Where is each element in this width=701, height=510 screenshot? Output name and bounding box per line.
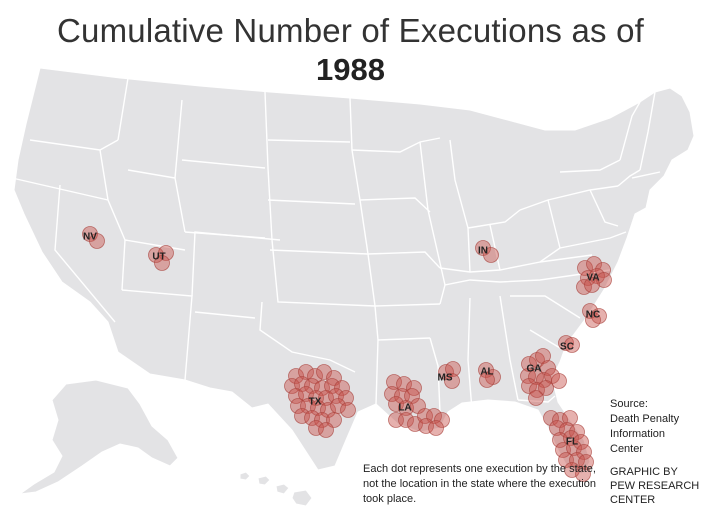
execution-dot-tx <box>288 368 304 384</box>
execution-dot-fl <box>569 424 585 440</box>
execution-dot-tx <box>314 380 330 396</box>
source-label: Source: <box>610 398 648 410</box>
execution-dot-tx <box>284 378 300 394</box>
execution-dot-tx <box>328 388 344 404</box>
execution-dot-fl <box>575 466 591 482</box>
execution-dot-tx <box>340 402 356 418</box>
execution-dot-la <box>398 412 414 428</box>
execution-dot-ga <box>535 348 551 364</box>
state-label-nv: NV <box>83 232 97 243</box>
execution-dot-tx <box>304 410 320 426</box>
state-label-sc: SC <box>560 342 574 353</box>
state-label-in: IN <box>478 246 488 257</box>
state-label-la: LA <box>398 403 411 414</box>
execution-dot-tx <box>300 398 316 414</box>
execution-dot-fl <box>562 410 578 426</box>
execution-dot-tx <box>294 408 310 424</box>
execution-dot-tx <box>308 420 324 436</box>
contiguous-us <box>13 67 695 475</box>
execution-dot-ga <box>521 378 537 394</box>
execution-dot-la <box>396 376 412 392</box>
execution-dots <box>82 226 612 482</box>
execution-dot-fl <box>566 440 582 456</box>
state-label-nc: NC <box>586 310 600 321</box>
execution-dot-tx <box>316 364 332 380</box>
execution-dot-al <box>479 372 495 388</box>
execution-dot-ms <box>445 361 461 377</box>
execution-dot-va <box>586 256 602 272</box>
execution-dot-tx <box>298 386 314 402</box>
state-borders <box>11 77 661 413</box>
execution-dot-la <box>388 396 404 412</box>
execution-dot-fl <box>576 444 592 460</box>
source-text: Death Penalty Information Center <box>610 413 680 455</box>
execution-dot-ut <box>158 245 174 261</box>
execution-dot-tx <box>338 390 354 406</box>
map-title: Cumulative Number of Executions as of <box>57 12 644 49</box>
execution-dot-la <box>434 412 450 428</box>
state-label-ms: MS <box>438 373 453 384</box>
source-block: Source: Death Penalty Information Center <box>610 397 700 457</box>
execution-dot-in <box>475 240 491 256</box>
execution-dot-nv <box>89 233 105 249</box>
state-label-tx: TX <box>309 397 322 408</box>
execution-dot-nc <box>585 312 601 328</box>
execution-dot-ut <box>148 247 164 263</box>
execution-dot-fl <box>558 452 574 468</box>
state-label-ga: GA <box>527 364 542 375</box>
execution-dot-tx <box>307 368 323 384</box>
state-label-ut: UT <box>152 252 165 263</box>
execution-dot-ga <box>551 373 567 389</box>
execution-dot-va <box>596 272 612 288</box>
execution-dot-la <box>418 418 434 434</box>
execution-dot-fl <box>563 430 579 446</box>
dot-explanation-note: Each dot represents one execution by the… <box>363 463 596 505</box>
execution-dot-tx <box>334 380 350 396</box>
execution-dot-tx <box>304 378 320 394</box>
state-label-fl: FL <box>566 437 578 448</box>
execution-dot-la <box>398 400 414 416</box>
execution-dot-va <box>584 277 600 293</box>
execution-dot-ut <box>154 255 170 271</box>
execution-dot-la <box>428 420 444 436</box>
execution-dot-va <box>577 260 593 276</box>
land-layer <box>13 67 695 507</box>
execution-dot-ga <box>521 356 537 372</box>
execution-dot-tx <box>298 364 314 380</box>
state-label-al: AL <box>480 367 493 378</box>
alaska <box>19 379 179 495</box>
execution-dot-tx <box>314 412 330 428</box>
execution-dot-tx <box>318 422 334 438</box>
execution-dot-sc <box>558 335 574 351</box>
graphic-credit: GRAPHIC BY PEW RESEARCH CENTER <box>610 466 700 506</box>
execution-dot-tx <box>320 402 336 418</box>
execution-dot-fl <box>578 454 594 470</box>
hawaii <box>239 471 313 507</box>
execution-dot-tx <box>310 400 326 416</box>
map-year: 1988 <box>316 52 385 87</box>
execution-dot-nv <box>82 226 98 242</box>
state-labels: NV UT IN VA NC SC TX LA MS AL GA FL <box>83 232 600 448</box>
execution-dot-ga <box>540 360 556 376</box>
execution-dot-in <box>483 247 499 263</box>
execution-dot-tx <box>288 388 304 404</box>
execution-dot-ms <box>444 373 460 389</box>
execution-dot-sc <box>564 337 580 353</box>
execution-dot-nc <box>582 303 598 319</box>
execution-dot-fl <box>549 420 565 436</box>
execution-dot-ga <box>538 380 554 396</box>
execution-dot-la <box>384 386 400 402</box>
execution-dot-ga <box>528 390 544 406</box>
state-label-va: VA <box>586 273 599 284</box>
execution-dot-la <box>386 374 402 390</box>
